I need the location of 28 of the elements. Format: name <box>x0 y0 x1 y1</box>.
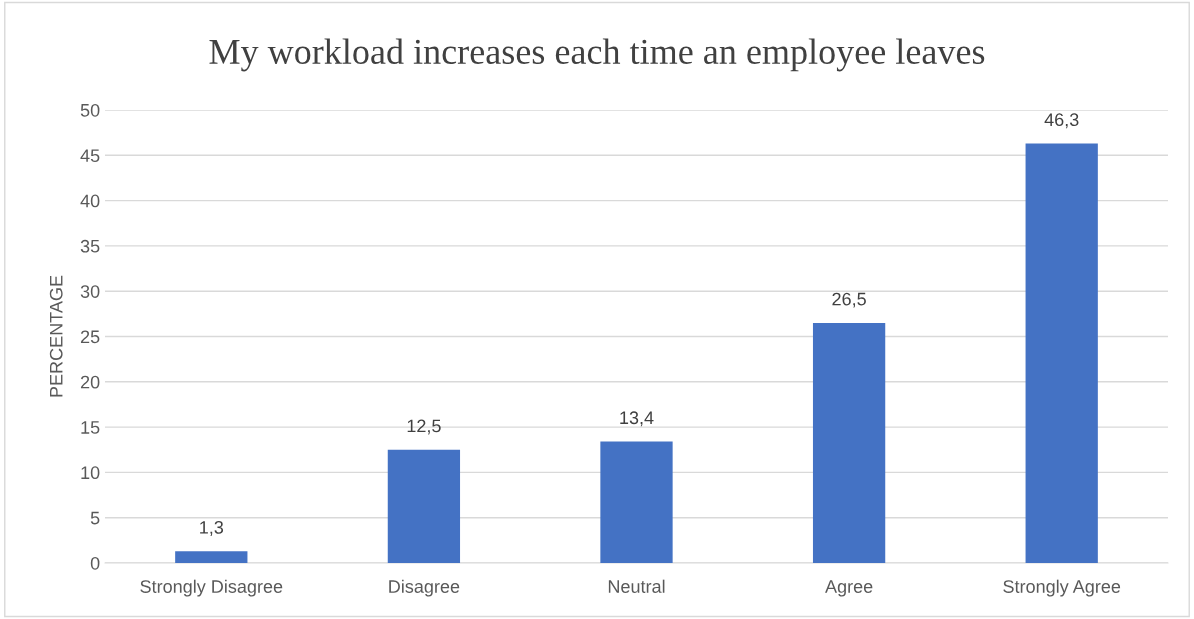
chart-title: My workload increases each time an employee leaves <box>209 38 985 72</box>
y-tick-label: 5 <box>90 511 100 525</box>
x-tick-label: Agree <box>825 580 873 597</box>
y-tick-label: 40 <box>80 194 100 208</box>
y-tick-label: 10 <box>81 466 100 480</box>
bar <box>387 449 461 563</box>
data-label: 26,5 <box>832 292 866 308</box>
y-tick-label: 45 <box>80 149 100 163</box>
y-tick-label: 35 <box>80 239 100 253</box>
x-tick-label: Neutral <box>608 579 665 593</box>
bar <box>1025 143 1098 563</box>
data-label: 13,4 <box>620 411 654 427</box>
bar <box>812 322 886 563</box>
y-tick-label: 0 <box>90 556 100 570</box>
data-label: 12,5 <box>407 419 441 435</box>
bar <box>600 441 673 563</box>
y-axis-title: PERCENTAGE <box>49 275 63 397</box>
y-tick-label: 20 <box>80 375 100 389</box>
x-tick-label: Disagree <box>389 579 460 597</box>
y-tick-label: 15 <box>81 421 100 434</box>
x-tick-label: Strongly Agree <box>1003 579 1121 597</box>
data-label: 46,3 <box>1044 113 1079 129</box>
data-label: 1,3 <box>200 520 224 536</box>
x-tick-label: Strongly Disagree <box>140 579 283 597</box>
y-tick-label: 25 <box>80 330 100 344</box>
y-tick-label: 30 <box>80 285 100 298</box>
y-tick-label: 50 <box>80 103 100 117</box>
bar <box>175 551 248 563</box>
